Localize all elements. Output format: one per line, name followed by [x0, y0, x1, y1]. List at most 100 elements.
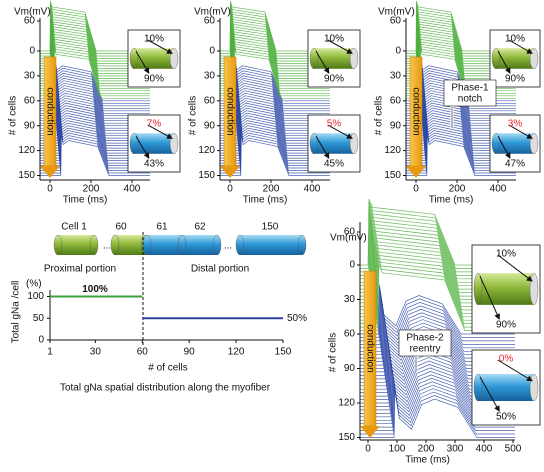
- x-label: Time (ms): [63, 195, 108, 206]
- y-tick-label: 0: [209, 46, 215, 57]
- note-text: notch: [458, 94, 482, 105]
- vm-label: Vm(mV): [330, 233, 367, 244]
- inset-top-label: 10%: [505, 34, 525, 45]
- cell-cylinder: [115, 235, 145, 255]
- cell-cap: [53, 234, 63, 256]
- x-tick-label: 30: [90, 347, 102, 358]
- note-text: Phase-1: [451, 83, 489, 94]
- x-tick-label: 1: [47, 347, 53, 358]
- trace: [40, 3, 150, 54]
- cylinder: [134, 48, 174, 69]
- cylinder-cap: [349, 133, 359, 154]
- y-tick-label: 150: [384, 170, 401, 181]
- inset-top-label: 0%: [499, 354, 514, 365]
- trace: [360, 202, 515, 269]
- cylinder-cap: [529, 272, 539, 306]
- cell-cap: [212, 234, 222, 256]
- x-tick-label: 100: [389, 444, 406, 455]
- inset-arrow: [497, 50, 511, 74]
- trace: [360, 346, 515, 397]
- y-tick-label: 60: [344, 329, 356, 340]
- note-text: Phase-2: [406, 333, 444, 344]
- inset-arrow: [479, 275, 500, 320]
- inset-top-label: 7%: [147, 119, 162, 130]
- y-tick-label: 150: [198, 170, 215, 181]
- inset-arrow: [135, 50, 150, 74]
- note-box: [443, 79, 497, 107]
- cylinder: [496, 48, 534, 69]
- inset-arrow: [497, 135, 511, 159]
- inset-arrow: [315, 135, 330, 159]
- y-tick-label: 60: [390, 16, 402, 27]
- y-tick-label: 150: [338, 432, 355, 443]
- x-tick-label: 500: [505, 444, 522, 455]
- x-tick-label: 200: [449, 184, 466, 195]
- inset-top-label: 10%: [144, 34, 164, 45]
- trace: [360, 363, 515, 414]
- trace: [360, 298, 515, 349]
- y-tick-label: 120: [18, 145, 35, 156]
- series-label: 50%: [287, 313, 307, 324]
- x-label: Time (ms): [243, 195, 288, 206]
- y-tick-label: 90: [204, 120, 216, 131]
- series-label: 100%: [82, 284, 108, 295]
- note-text: reentry: [409, 344, 440, 355]
- y-tick-label: 120: [338, 398, 355, 409]
- cell-label: Cell 1: [61, 222, 87, 233]
- conduction-arrowhead: [360, 426, 380, 438]
- cylinder: [478, 273, 534, 305]
- cylinder-cap: [491, 133, 501, 154]
- inset-arrow: [479, 376, 500, 412]
- cylinder-cap: [529, 48, 539, 69]
- trace: [220, 5, 330, 57]
- trace: [360, 332, 515, 383]
- y-tick-label: 120: [198, 145, 215, 156]
- cell-cap: [177, 234, 187, 256]
- x-label: Time (ms): [405, 455, 450, 466]
- y-tick-label: 0: [38, 335, 44, 346]
- cylinder: [314, 133, 354, 154]
- cylinder-cap: [473, 272, 483, 306]
- cylinder: [134, 133, 174, 154]
- trace: [406, 5, 516, 57]
- y-tick-label: 50: [33, 313, 45, 324]
- y-tick-label: 90: [344, 363, 356, 374]
- trace: [220, 0, 330, 52]
- inset-arrow: [508, 39, 533, 54]
- trace: [360, 367, 515, 418]
- x-tick-label: 200: [83, 184, 100, 195]
- caption: Total gNa spatial distribution along the…: [60, 383, 271, 394]
- y-tick-label: 30: [390, 71, 402, 82]
- unit-label: (%): [26, 279, 42, 290]
- inset-arrow: [327, 124, 353, 139]
- cells-label: # of cells: [8, 96, 19, 135]
- x-tick-label: 0: [413, 184, 419, 195]
- y-tick-label: 30: [344, 294, 356, 305]
- inset-bottom-label: 50%: [496, 412, 516, 423]
- y-tick-label: 60: [204, 95, 216, 106]
- x-tick-label: 60: [137, 347, 149, 358]
- y-tick-label: 60: [344, 227, 356, 238]
- cylinder-cap: [309, 133, 319, 154]
- cell-label: 60: [115, 222, 127, 233]
- y-tick-label: 60: [24, 95, 36, 106]
- trace: [360, 287, 515, 338]
- x-tick-label: 200: [418, 444, 435, 455]
- conduction-arrowhead: [406, 166, 426, 178]
- conduction-label: conduction: [224, 87, 235, 135]
- trace: [360, 336, 515, 387]
- cylinder: [478, 374, 534, 401]
- trace: [406, 0, 516, 52]
- x-tick-label: 150: [275, 347, 292, 358]
- portion-label: Proximal portion: [44, 264, 116, 275]
- x-tick-label: 400: [124, 184, 141, 195]
- inset-bottom-label: 90%: [144, 74, 164, 85]
- x-tick-label: 120: [228, 347, 245, 358]
- cylinder-cap: [129, 133, 139, 154]
- trace: [360, 370, 515, 421]
- y-tick-label: 90: [390, 120, 402, 131]
- cell-cap: [142, 234, 152, 256]
- inset-arrow: [135, 135, 150, 159]
- y-tick-label: 90: [24, 120, 36, 131]
- x-tick-label: 200: [263, 184, 280, 195]
